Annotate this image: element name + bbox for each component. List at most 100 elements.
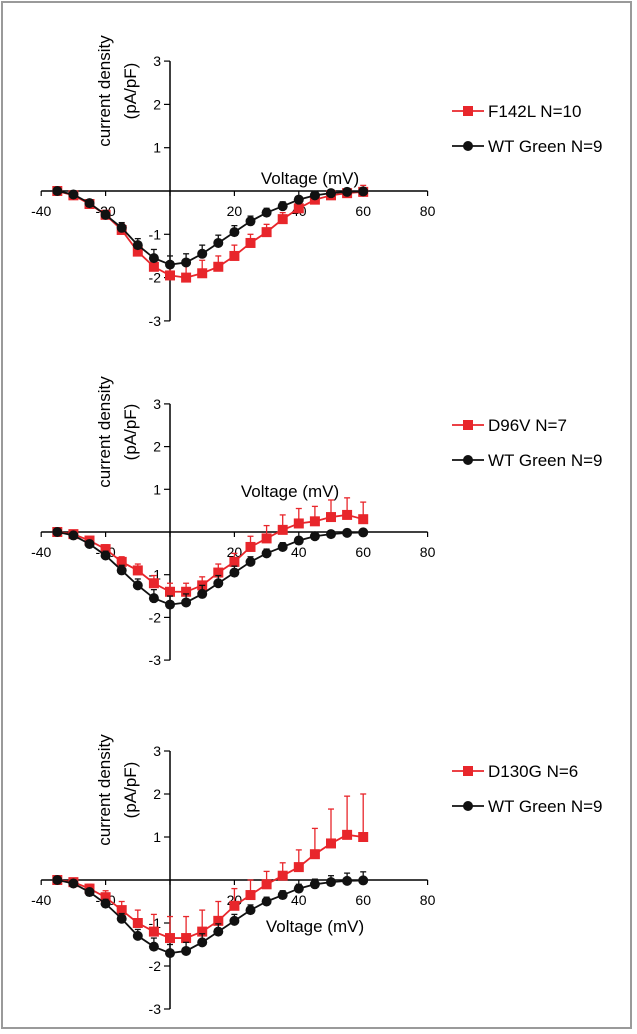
y-tick-label: 2 [153,96,161,112]
data-point [245,541,256,552]
y-tick-label: -1 [149,226,162,242]
data-point [68,189,79,200]
data-point [277,870,288,881]
data-point [100,544,111,555]
data-point [277,524,288,535]
data-point [132,918,143,928]
data-point [197,268,208,279]
data-point [181,586,192,597]
legend-marker [463,801,473,811]
x-tick-label: 60 [355,544,371,560]
data-point [68,530,79,541]
x-tick-label: 80 [420,203,436,219]
data-point [326,838,336,849]
data-point [52,875,63,885]
data-point [229,250,240,261]
legend-marker [463,455,473,465]
y-tick-label: -3 [149,313,162,329]
y-axis-label-units: (pA/pF) [121,63,140,120]
y-tick-label: 2 [153,439,161,455]
legend-label: WT Green N=9 [488,137,602,156]
y-tick-label: -3 [149,652,162,668]
data-point [245,905,256,916]
data-point [213,578,224,589]
series-2 [52,527,369,610]
legend-marker [463,766,473,776]
legend-marker [463,106,473,116]
series-2 [52,871,369,959]
data-point [245,556,256,567]
data-point [309,516,320,527]
data-point [165,599,175,610]
data-point [197,248,208,259]
x-tick-label: 60 [355,203,371,219]
data-point [148,593,159,604]
data-point [326,877,336,888]
data-point [293,883,304,894]
data-point [309,531,320,542]
data-point [197,937,208,948]
data-point [261,896,272,907]
y-tick-label: 2 [153,786,161,802]
x-tick-label: 60 [355,892,371,908]
x-tick-label: -40 [31,203,51,219]
y-tick-label: 3 [153,396,161,412]
data-point [116,222,127,233]
series-2 [52,186,369,270]
y-tick-label: 1 [153,829,161,845]
data-point [148,261,159,272]
data-point [116,905,127,916]
series-1 [52,184,369,283]
data-point [84,538,95,549]
data-point [342,509,353,520]
data-point [197,588,208,599]
data-point [213,237,224,248]
data-point [261,533,272,544]
legend-marker [463,141,473,151]
y-tick-label: -2 [149,958,162,974]
data-point [181,272,192,283]
data-point [116,556,127,567]
y-tick-label: -2 [149,609,162,625]
y-tick-label: 3 [153,53,161,69]
data-point [245,237,256,248]
data-point [148,253,159,264]
data-point [293,535,304,546]
data-point [309,849,320,860]
data-point [68,878,79,889]
data-point [245,890,256,901]
data-point [229,915,240,926]
data-point [132,930,143,941]
data-point [358,832,369,842]
data-point [261,207,272,218]
data-point [277,214,288,225]
data-point [148,926,159,937]
legend-label: WT Green N=9 [488,451,602,470]
x-tick-label: -40 [31,544,51,560]
legend-marker [463,420,473,430]
y-axis-label: current density [95,376,114,488]
data-point [52,186,63,196]
data-point [148,941,159,952]
data-point [100,550,111,561]
data-point [342,527,353,538]
data-point [245,216,256,227]
x-axis-label: Voltage (mV) [266,917,364,936]
data-point [342,875,353,886]
data-point [165,948,175,959]
data-point [277,541,288,552]
y-axis-label: current density [95,734,114,846]
legend-label: F142L N=10 [488,102,581,121]
legend-label: WT Green N=9 [488,797,602,816]
data-point [165,586,175,597]
data-point [181,597,192,608]
y-tick-label: 1 [153,140,161,156]
legend-label: D130G N=6 [488,762,578,781]
y-axis-label-units: (pA/pF) [121,762,140,819]
data-point [358,527,369,538]
data-point [293,518,304,529]
data-point [84,198,95,209]
